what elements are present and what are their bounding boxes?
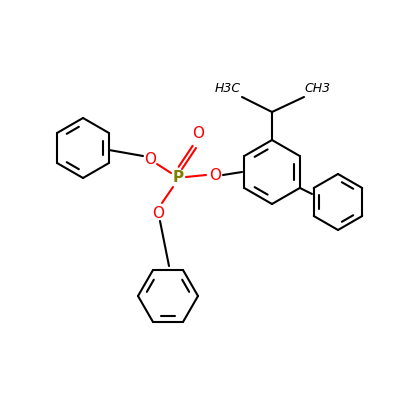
- Text: P: P: [172, 170, 184, 186]
- Text: O: O: [209, 168, 221, 182]
- Text: O: O: [192, 126, 204, 140]
- Text: H3C: H3C: [215, 82, 241, 94]
- Text: O: O: [144, 152, 156, 166]
- Text: O: O: [152, 206, 164, 220]
- Text: CH3: CH3: [305, 82, 331, 94]
